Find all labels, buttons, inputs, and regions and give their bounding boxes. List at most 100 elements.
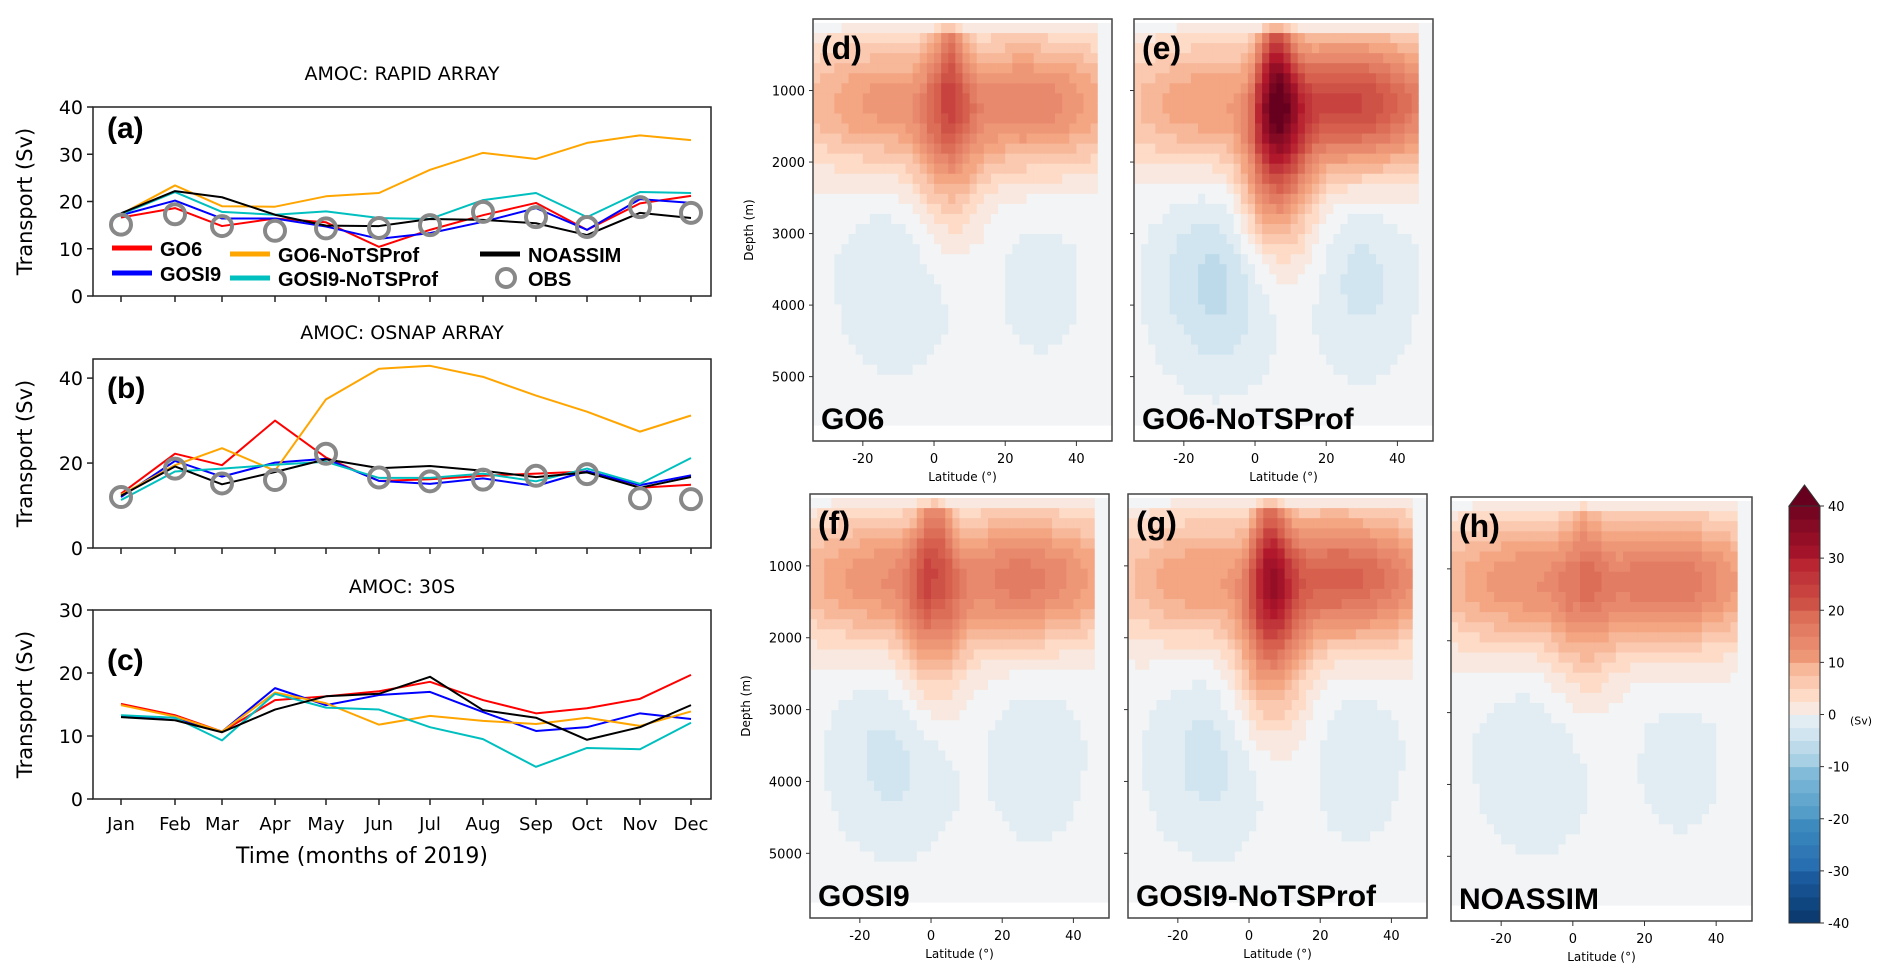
heatmap-cell (938, 629, 946, 640)
heatmap-cell (1205, 414, 1213, 426)
heatmap-cell (1247, 23, 1256, 34)
heatmap-cell (895, 750, 904, 762)
heatmap-cell (859, 689, 868, 701)
heatmap-cell (841, 394, 850, 406)
heatmap-cell (1368, 113, 1377, 125)
heatmap-cell (1033, 53, 1042, 64)
heatmap-cell (1097, 274, 1106, 285)
heatmap-cell (1016, 700, 1025, 711)
heatmap-cell (1397, 143, 1406, 155)
x-tick-label: Feb (159, 814, 191, 835)
heatmap-cell (923, 841, 932, 853)
heatmap-cell (998, 83, 1006, 94)
heatmap-cell (1055, 163, 1063, 175)
heatmap-cell (1311, 173, 1320, 185)
heatmap-cell (831, 639, 840, 651)
heatmap-cell (912, 304, 921, 316)
heatmap-cell (874, 568, 882, 580)
heatmap-cell (1290, 163, 1299, 175)
heatmap-cell (1148, 304, 1156, 316)
heatmap-cell (877, 83, 885, 94)
heatmap-cell (838, 619, 847, 630)
heatmap-cell (1134, 404, 1142, 416)
heatmap-cell (1212, 224, 1221, 235)
series-line-gosi9 (120, 687, 692, 733)
heatmap-cell (1198, 103, 1206, 115)
heatmap-cell (1376, 153, 1384, 165)
heatmap-cell (1319, 193, 1327, 205)
heatmap-cell (969, 264, 978, 275)
heatmap-cell (995, 841, 1003, 853)
heatmap-cell (1354, 103, 1363, 115)
heatmap-cell (852, 740, 861, 752)
heatmap-cell (1397, 213, 1406, 225)
heatmap-cell (1059, 730, 1067, 741)
heatmap-cell (1297, 53, 1306, 64)
heatmap-cell (1052, 659, 1060, 671)
heatmap-cell (1290, 314, 1299, 326)
heatmap-cell (1176, 73, 1185, 84)
heatmap-cell (923, 811, 932, 822)
heatmap-cell (898, 304, 907, 316)
heatmap-cell (827, 394, 835, 406)
heatmap-cell (1190, 404, 1199, 416)
heatmap-cell (1026, 83, 1035, 94)
heatmap-cell (881, 649, 889, 661)
heatmap-cell (888, 861, 897, 873)
heatmap-cell (1040, 334, 1049, 346)
heatmap-cell (976, 294, 985, 305)
heatmap-cell (1347, 334, 1356, 346)
heatmap-cell (945, 588, 953, 600)
heatmap-cell (1368, 193, 1377, 205)
heatmap-cell (1411, 254, 1420, 265)
heatmap-cell (969, 234, 978, 245)
heatmap-cell (1052, 498, 1060, 509)
heatmap-cell (1368, 33, 1377, 44)
heatmap-cell (1411, 203, 1420, 215)
heatmap-cell (845, 730, 854, 741)
heatmap-cell (1005, 73, 1013, 84)
series-line-noassim (120, 675, 692, 741)
heatmap-cell (824, 740, 832, 752)
heatmap-cell (995, 760, 1003, 772)
heatmap-cell (931, 770, 939, 782)
heatmap-cell (1198, 304, 1206, 316)
heatmap-cell (1411, 43, 1420, 54)
heatmap-cell (1052, 558, 1060, 570)
heatmap-cell (813, 163, 821, 175)
heatmap-cell (1155, 334, 1164, 346)
heatmap-cell (824, 841, 832, 853)
heatmap-cell (1212, 414, 1221, 426)
heatmap-cell (1012, 143, 1021, 155)
heatmap-cell (838, 831, 847, 842)
heatmap-cell (931, 669, 939, 681)
heatmap-cell (838, 609, 847, 620)
heatmap-cell (1176, 43, 1185, 54)
heatmap-cell (1240, 314, 1249, 326)
heatmap-cell (1368, 374, 1377, 386)
heatmap-cell (831, 760, 840, 772)
heatmap-cell (866, 730, 875, 741)
heatmap-cell (1055, 73, 1063, 84)
heatmap-cell (1290, 244, 1299, 255)
heatmap-cell (905, 294, 914, 305)
heatmap-cell (862, 294, 871, 305)
heatmap-cell (1066, 588, 1075, 600)
heatmap-cell (948, 113, 956, 125)
heatmap-cell (1023, 861, 1032, 873)
heatmap-cell (895, 649, 904, 661)
heatmap-cell (926, 193, 935, 205)
heatmap-cell (945, 639, 953, 651)
heatmap-cell (959, 609, 968, 620)
heatmap-cell (827, 374, 835, 386)
heatmap-cell (948, 203, 956, 215)
heatmap-cell (902, 811, 911, 822)
heatmap-cell (1030, 811, 1039, 822)
heatmap-cell (931, 578, 939, 590)
heatmap-cell (1062, 244, 1070, 255)
heatmap-cell (1019, 33, 1028, 44)
obs-marker (524, 205, 548, 230)
heatmap-cell (966, 609, 975, 620)
x-tick-label: Oct (571, 814, 602, 835)
